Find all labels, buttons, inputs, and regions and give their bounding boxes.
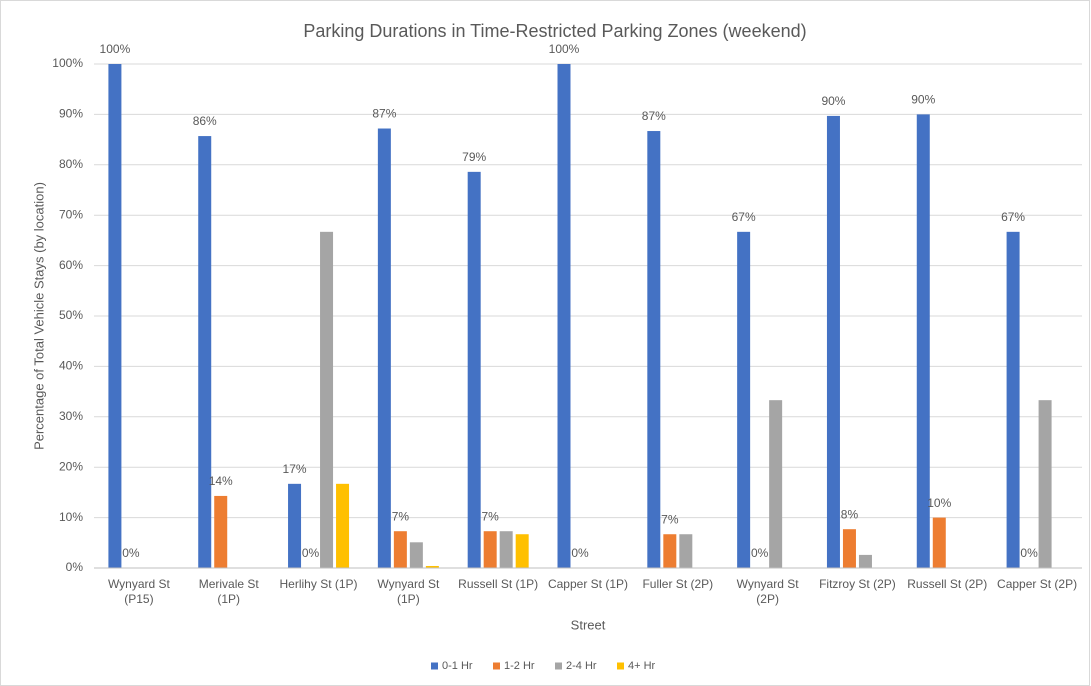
data-label: 8% xyxy=(841,507,859,521)
bar xyxy=(679,534,693,568)
bar xyxy=(557,64,571,568)
bar xyxy=(320,231,334,568)
bar xyxy=(393,531,407,568)
bar xyxy=(467,171,481,568)
bar xyxy=(769,400,783,568)
data-label: 86% xyxy=(193,114,217,128)
bar xyxy=(377,128,391,568)
bar xyxy=(932,517,946,568)
data-label: 0% xyxy=(1020,546,1038,560)
data-label: 7% xyxy=(392,509,410,523)
data-label: 87% xyxy=(642,109,666,123)
bar xyxy=(425,565,439,568)
bar xyxy=(663,534,677,568)
bar xyxy=(288,483,302,568)
bar xyxy=(1006,231,1020,568)
data-label: 87% xyxy=(372,107,396,121)
x-tick-label: Merivale St (1P) xyxy=(198,577,259,606)
y-tick-label: 0% xyxy=(66,560,84,574)
data-label: 100% xyxy=(549,42,580,56)
data-label: 7% xyxy=(482,509,500,523)
legend-label: 1-2 Hr xyxy=(504,660,535,672)
data-label: 0% xyxy=(122,546,140,560)
legend-swatch xyxy=(617,662,624,670)
data-label: 14% xyxy=(209,474,233,488)
legend-swatch xyxy=(493,662,500,670)
bar xyxy=(858,554,872,568)
y-axis-title: Percentage of Total Vehicle Stays (by lo… xyxy=(31,182,46,450)
data-label: 0% xyxy=(302,546,320,560)
bar xyxy=(826,115,840,569)
chart-title: Parking Durations in Time-Restricted Par… xyxy=(303,21,806,41)
data-label: 90% xyxy=(911,93,935,107)
x-tick-label: Fuller St (2P) xyxy=(642,577,714,591)
x-tick-label: Capper St (1P) xyxy=(547,577,628,591)
data-label: 67% xyxy=(732,210,756,224)
bar xyxy=(515,534,529,568)
bar xyxy=(842,529,856,568)
data-label: 17% xyxy=(283,462,307,476)
y-tick-label: 60% xyxy=(59,258,83,272)
x-tick-label: Fitzroy St (2P) xyxy=(819,577,896,591)
data-label: 100% xyxy=(100,42,131,56)
bar xyxy=(647,131,661,569)
bar xyxy=(1038,400,1052,568)
bar xyxy=(737,231,751,568)
y-tick-label: 20% xyxy=(59,459,83,473)
data-label: 10% xyxy=(927,496,951,510)
x-tick-label: Wynyard St (2P) xyxy=(736,577,799,606)
x-axis-title: Street xyxy=(571,617,606,632)
x-tick-label: Capper St (2P) xyxy=(997,577,1078,591)
x-tick-label: Herlihy St (1P) xyxy=(279,577,358,591)
x-tick-label: Wynyard St (P15) xyxy=(107,577,170,606)
data-label: 0% xyxy=(571,546,589,560)
bar xyxy=(214,495,228,568)
y-tick-label: 100% xyxy=(52,56,83,70)
y-tick-label: 10% xyxy=(59,510,83,524)
bar xyxy=(499,531,513,568)
x-tick-label: Russell St (1P) xyxy=(458,577,539,591)
legend-label: 0-1 Hr xyxy=(442,660,473,672)
data-label: 7% xyxy=(661,512,679,526)
bar xyxy=(336,483,350,568)
bar xyxy=(108,64,122,568)
y-tick-label: 40% xyxy=(59,359,83,373)
bar xyxy=(198,136,212,568)
y-tick-label: 50% xyxy=(59,308,83,322)
y-tick-label: 90% xyxy=(59,107,83,121)
x-tick-label: Wynyard St (1P) xyxy=(377,577,440,606)
y-tick-label: 70% xyxy=(59,207,83,221)
legend-swatch xyxy=(555,662,562,670)
legend-label: 4+ Hr xyxy=(628,660,656,672)
legend-label: 2-4 Hr xyxy=(566,660,597,672)
bar xyxy=(483,531,497,568)
legend-swatch xyxy=(431,662,438,670)
x-tick-label: Russell St (2P) xyxy=(907,577,988,591)
y-tick-label: 30% xyxy=(59,409,83,423)
y-tick-label: 80% xyxy=(59,157,83,171)
bar xyxy=(916,114,930,569)
data-label: 90% xyxy=(821,94,845,108)
bar xyxy=(409,542,423,568)
data-label: 79% xyxy=(462,150,486,164)
data-label: 67% xyxy=(1001,210,1025,224)
data-label: 0% xyxy=(751,546,769,560)
